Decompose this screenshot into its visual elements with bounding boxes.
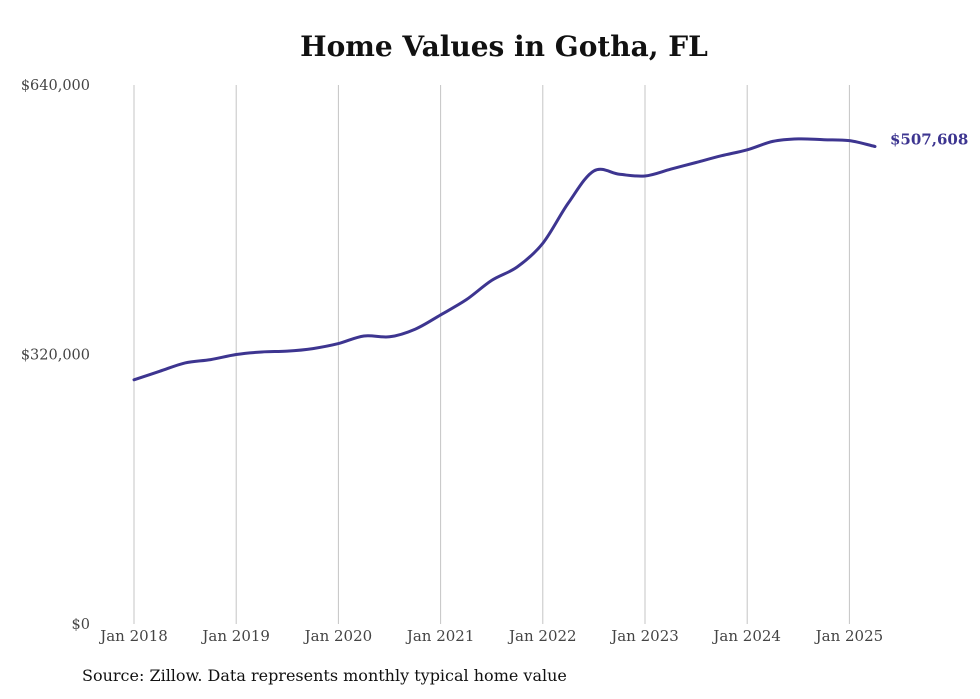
x-axis-ticks: Jan 2018 Jan 2019 Jan 2020 Jan 2021 Jan 2022…: [98, 627, 883, 645]
x-tick-label: Jan 2023: [609, 627, 679, 645]
series-line: [132, 137, 877, 382]
end-value-label: $507,608: [890, 130, 968, 148]
y-tick-label: $0: [72, 617, 90, 633]
x-tick-label: Jan 2022: [507, 627, 577, 645]
x-tick-label: Jan 2025: [814, 627, 884, 645]
chart-title: Home Values in Gotha, FL: [300, 30, 708, 63]
x-tick-label: Jan 2021: [405, 627, 475, 645]
x-tick-label: Jan 2024: [711, 627, 781, 645]
x-tick-label: Jan 2018: [98, 627, 168, 645]
series-layer: $507,608: [132, 130, 968, 382]
source-note: Source: Zillow. Data represents monthly …: [82, 666, 567, 685]
y-axis-ticks: $0 $320,000 $640,000: [21, 78, 90, 633]
x-tick-label: Jan 2020: [303, 627, 373, 645]
y-tick-label: $640,000: [21, 78, 90, 94]
y-tick-label: $320,000: [21, 348, 90, 364]
x-tick-label: Jan 2019: [200, 627, 270, 645]
